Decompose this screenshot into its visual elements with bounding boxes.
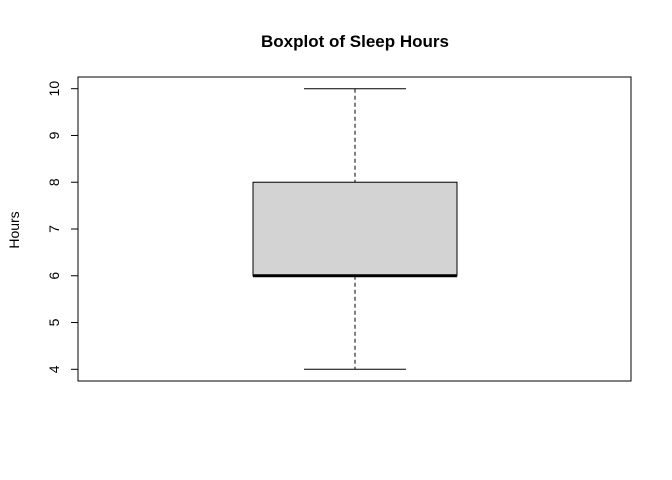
- chart-title: Boxplot of Sleep Hours: [261, 32, 449, 51]
- y-axis-ticks: 4 5 6 7 8 9 10: [46, 81, 78, 373]
- y-tick-label: 10: [46, 81, 62, 97]
- y-tick-label: 8: [46, 178, 62, 186]
- iqr-box: [252, 181, 458, 277]
- y-tick-label: 9: [46, 131, 62, 139]
- y-tick-label: 7: [46, 225, 62, 233]
- y-tick-label: 6: [46, 272, 62, 280]
- y-tick-label: 5: [46, 318, 62, 326]
- y-tick-label: 4: [46, 365, 62, 373]
- box-plot: [252, 88, 458, 370]
- y-axis-label: Hours: [6, 211, 22, 248]
